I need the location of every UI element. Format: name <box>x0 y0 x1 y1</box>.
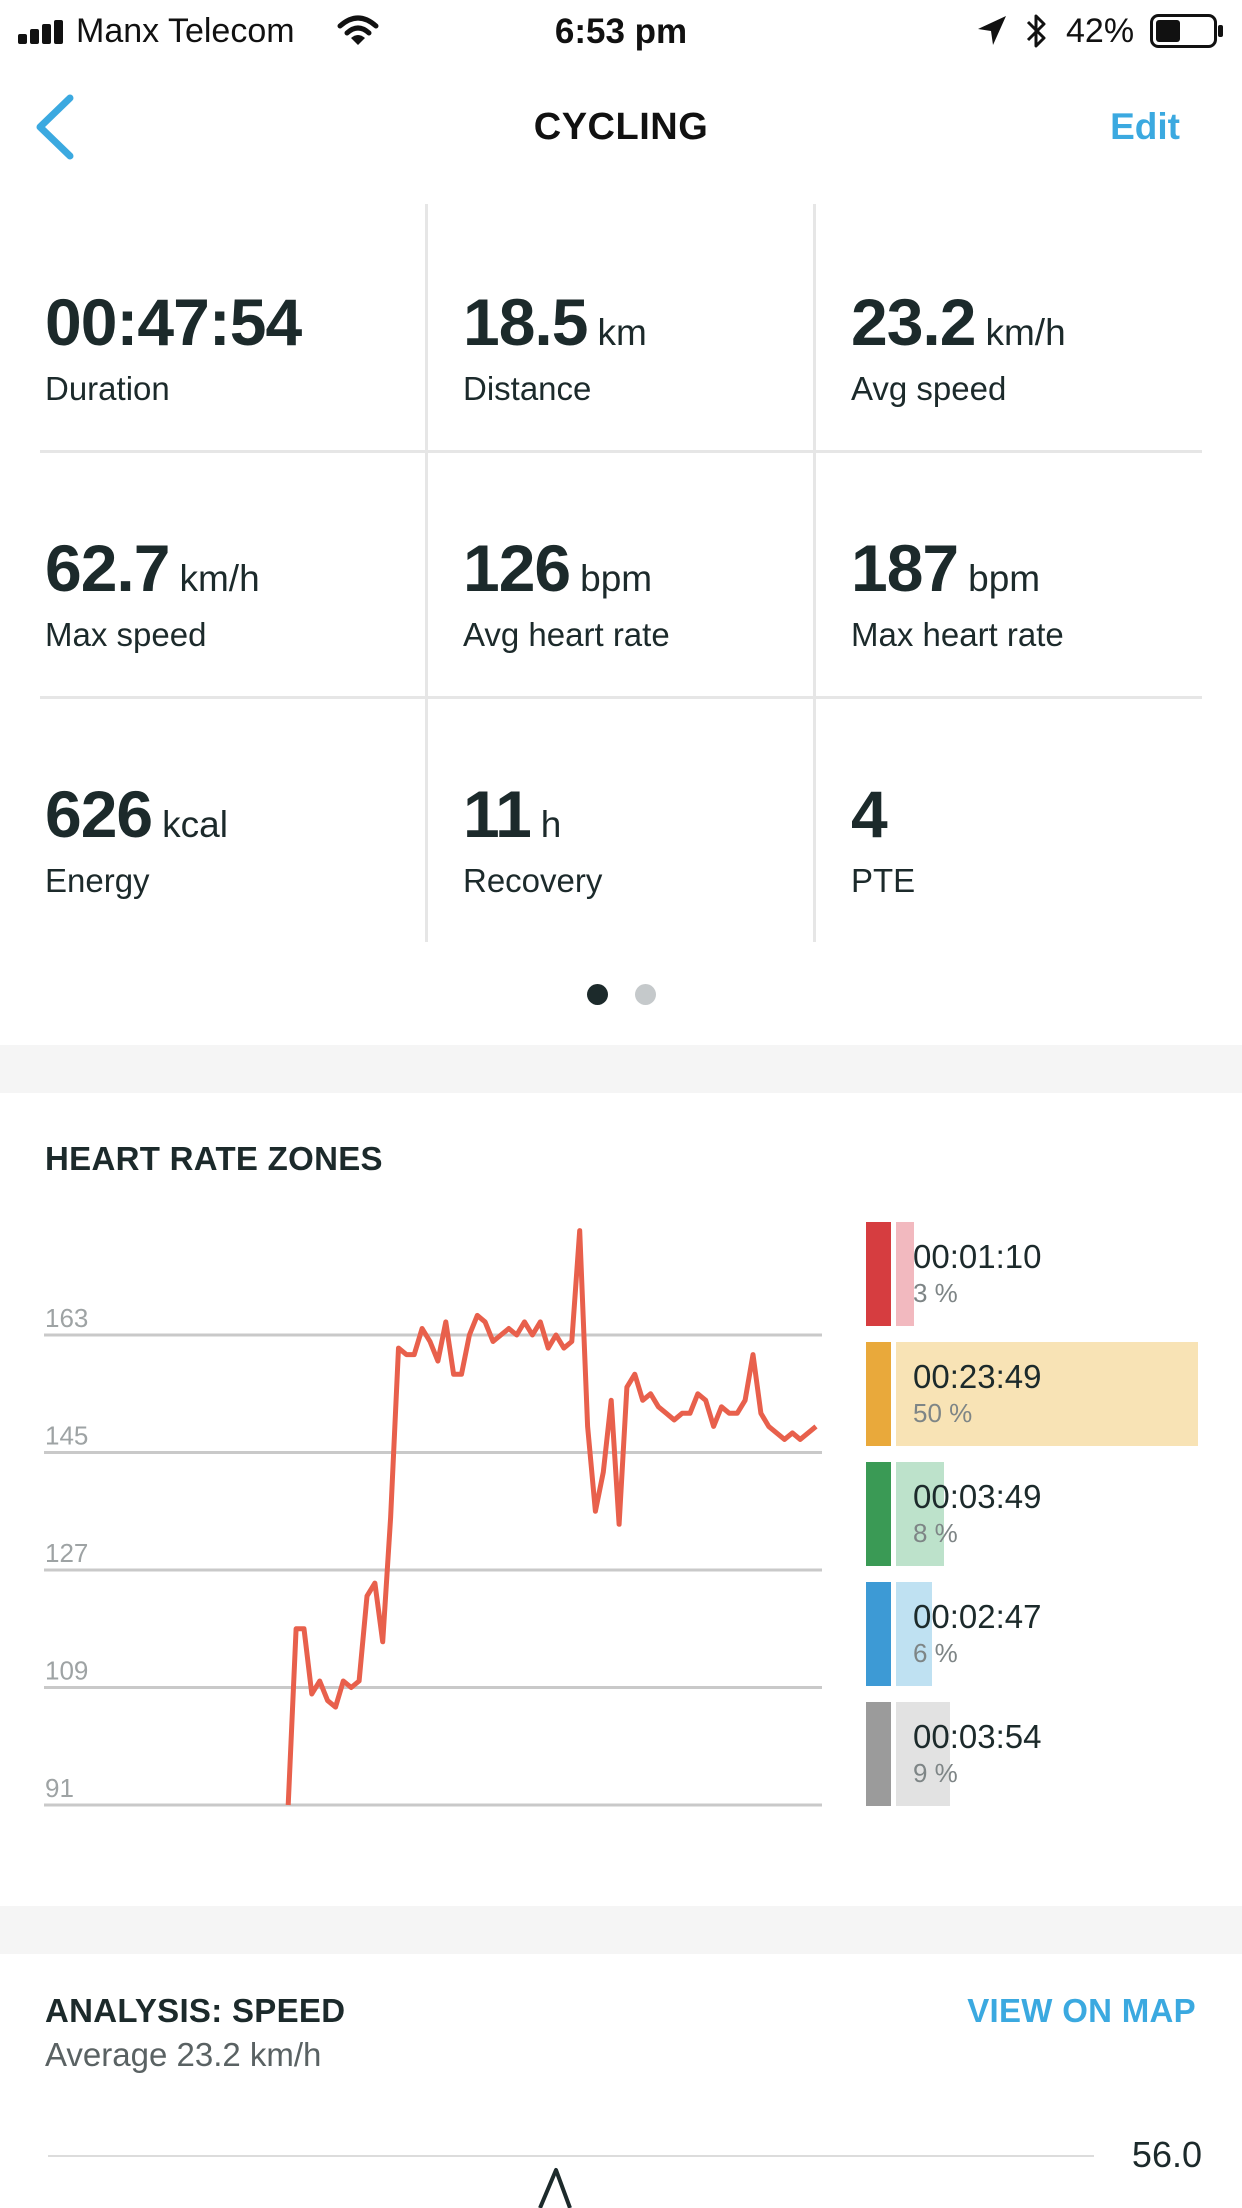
stat-avg-heart-rate[interactable]: 126 bpm Avg heart rate <box>458 450 845 696</box>
stat-max-speed[interactable]: 62.7 km/h Max speed <box>40 450 427 696</box>
heart-rate-chart: 91 109 127 145 163 <box>44 1228 822 1807</box>
zone-color-swatch <box>866 1222 891 1326</box>
heart-rate-zone-list: 00:01:10 3 % 00:23:49 50 % 00:03:49 8 % … <box>866 1222 1198 1808</box>
zone-percent: 3 % <box>913 1278 958 1308</box>
stat-value: 126 <box>463 531 571 605</box>
stat-duration[interactable]: 00:47:54 Duration <box>40 204 427 450</box>
zone-4[interactable]: 00:23:49 50 % <box>866 1342 1198 1446</box>
stat-unit: kcal <box>162 804 228 845</box>
zone-bar <box>896 1462 944 1566</box>
stat-unit: h <box>540 804 562 845</box>
heart-rate-series-line <box>285 1228 818 1806</box>
location-arrow-icon <box>978 16 1006 45</box>
zone-1[interactable]: 00:03:54 9 % <box>866 1702 1198 1806</box>
speed-chart-line <box>538 2168 572 2208</box>
zone-time: 00:01:10 <box>913 1238 1042 1275</box>
edit-button[interactable]: Edit <box>1110 106 1180 147</box>
zone-bar <box>896 1342 1198 1446</box>
zone-percent: 6 % <box>913 1638 958 1668</box>
zone-bar <box>896 1222 914 1326</box>
zone-bar <box>896 1702 950 1806</box>
stat-value: 23.2 <box>851 285 976 359</box>
y-tick-label: 163 <box>45 1303 88 1333</box>
stat-recovery[interactable]: 11 h Recovery <box>458 696 845 942</box>
stat-max-heart-rate[interactable]: 187 bpm Max heart rate <box>846 450 1233 696</box>
signal-icon <box>18 20 66 44</box>
page-title: CYCLING <box>533 106 709 148</box>
battery-icon <box>1150 14 1223 48</box>
zone-time: 00:03:49 <box>913 1478 1042 1515</box>
stat-label: Duration <box>45 370 170 407</box>
zone-percent: 9 % <box>913 1758 958 1788</box>
stat-distance[interactable]: 18.5 km Distance <box>458 204 845 450</box>
stat-avg-speed[interactable]: 23.2 km/h Avg speed <box>846 204 1233 450</box>
zone-color-swatch <box>866 1702 891 1806</box>
stat-value: 18.5 <box>463 285 588 359</box>
wifi-icon <box>337 15 379 45</box>
y-tick-label: 109 <box>45 1656 88 1686</box>
section-separator <box>0 1906 1242 1954</box>
zone-3[interactable]: 00:03:49 8 % <box>866 1462 1198 1566</box>
zone-color-swatch <box>866 1462 891 1566</box>
grid-divider <box>425 204 428 942</box>
stat-label: Energy <box>45 862 150 899</box>
stat-value: 00:47:54 <box>45 285 302 359</box>
section-separator <box>0 1045 1242 1093</box>
battery-percent: 42% <box>1066 12 1135 50</box>
stat-unit: km/h <box>985 312 1066 353</box>
analysis-subtitle: Average 23.2 km/h <box>45 2036 322 2073</box>
grid-divider <box>40 450 1202 453</box>
zone-percent: 50 % <box>913 1398 973 1428</box>
stat-value: 4 <box>851 777 888 851</box>
status-time: 6:53 pm <box>554 12 688 51</box>
zone-5[interactable]: 00:01:10 3 % <box>866 1222 1198 1326</box>
grid-divider <box>813 204 816 942</box>
speed-chart-gridline <box>48 2155 1094 2157</box>
zone-color-swatch <box>866 1342 891 1446</box>
y-tick-label: 127 <box>45 1538 88 1568</box>
stat-label: Recovery <box>463 862 603 899</box>
stat-unit: km <box>597 312 647 353</box>
stat-label: Distance <box>463 370 592 407</box>
stats-grid: 00:47:54 Duration 18.5 km Distance 23.2 km… <box>40 204 1202 942</box>
stat-unit: bpm <box>580 558 653 599</box>
stat-label: Avg speed <box>851 370 1007 407</box>
zone-time: 00:02:47 <box>913 1598 1042 1635</box>
bluetooth-icon <box>1026 14 1046 48</box>
stat-label: Max speed <box>45 616 207 653</box>
y-tick-label: 145 <box>45 1421 88 1451</box>
stat-label: PTE <box>851 862 916 899</box>
zone-percent: 8 % <box>913 1518 958 1548</box>
stat-value: 11 <box>463 777 532 851</box>
stat-label: Max heart rate <box>851 616 1064 653</box>
zone-time: 00:03:54 <box>913 1718 1042 1755</box>
stat-unit: km/h <box>179 558 260 599</box>
back-button[interactable] <box>30 92 80 162</box>
zone-time: 00:23:49 <box>913 1358 1042 1395</box>
stat-pte[interactable]: 4 PTE <box>846 696 1233 942</box>
zone-bar <box>896 1582 932 1686</box>
stat-label: Avg heart rate <box>463 616 670 653</box>
status-bar: Manx Telecom 6:53 pm 42% <box>0 0 1242 62</box>
carrier-name: Manx Telecom <box>76 12 295 50</box>
zone-color-swatch <box>866 1582 891 1686</box>
stat-value: 626 <box>45 777 153 851</box>
analysis-title: ANALYSIS: SPEED <box>45 1992 346 2029</box>
page-dot-active[interactable] <box>587 984 608 1005</box>
grid-divider <box>40 696 1202 699</box>
page-dot[interactable] <box>635 984 656 1005</box>
heart-rate-zones-title: HEART RATE ZONES <box>45 1140 383 1177</box>
page-indicator[interactable] <box>0 984 1242 1006</box>
stat-energy[interactable]: 626 kcal Energy <box>40 696 427 942</box>
stat-value: 62.7 <box>45 531 170 605</box>
stat-value: 187 <box>851 531 959 605</box>
zone-2[interactable]: 00:02:47 6 % <box>866 1582 1198 1686</box>
y-tick-label: 91 <box>45 1773 74 1803</box>
view-on-map-link[interactable]: VIEW ON MAP <box>967 1992 1196 2029</box>
nav-bar: CYCLING Edit <box>0 62 1242 200</box>
speed-chart-max-label: 56.0 <box>1131 2134 1202 2175</box>
stat-unit: bpm <box>968 558 1041 599</box>
